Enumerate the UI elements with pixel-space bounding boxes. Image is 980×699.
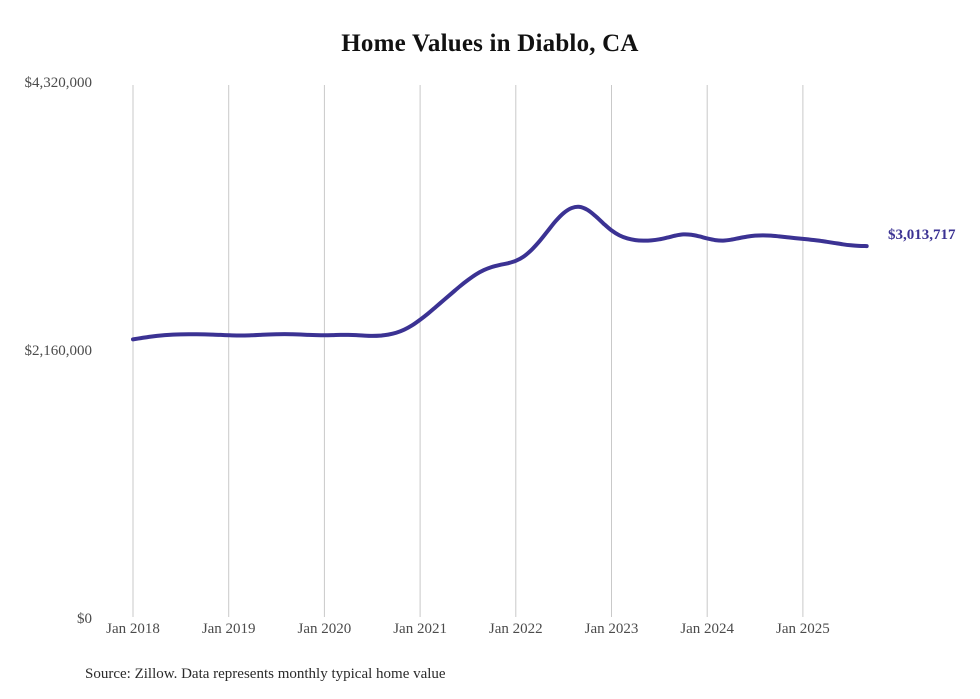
source-note: Source: Zillow. Data represents monthly … (85, 666, 446, 682)
x-axis-tick-label: Jan 2019 (201, 621, 256, 637)
x-axis-tick-label: Jan 2018 (106, 621, 160, 637)
x-axis-tick-label: Jan 2022 (488, 621, 543, 637)
x-axis-tick-label: Jan 2021 (393, 621, 447, 637)
page-title: Home Values in Diablo, CA (341, 30, 639, 57)
home-value-line (131, 204, 869, 342)
gridlines (132, 85, 804, 617)
x-axis-tick-label: Jan 2025 (776, 621, 830, 637)
x-axis-tick-label: Jan 2023 (584, 621, 639, 637)
y-axis-tick-middle: $2,160,000 (24, 343, 93, 359)
x-axis-tick-label: Jan 2020 (297, 621, 352, 637)
x-axis-tick-label: Jan 2024 (680, 621, 735, 637)
y-axis-tick-top: $4,320,000 (24, 75, 93, 91)
end-value-annotation: $3,013,717 (888, 227, 956, 243)
y-axis-tick-zero: $0 (77, 611, 92, 627)
